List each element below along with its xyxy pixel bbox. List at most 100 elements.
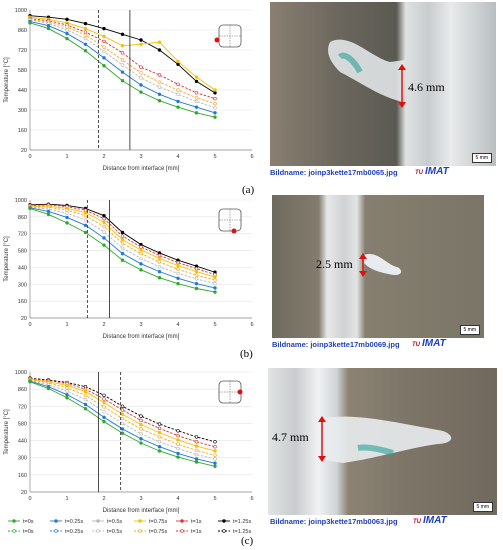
- data-point: [65, 28, 69, 32]
- x-tick-label: 1: [65, 496, 68, 502]
- data-point: [213, 275, 217, 279]
- data-point: [176, 446, 180, 451]
- data-point: [157, 99, 162, 103]
- legend-marker: [96, 529, 100, 533]
- micrograph-a: 4.6 mm 5 mm: [270, 2, 496, 166]
- data-point: [176, 82, 180, 86]
- data-point: [83, 26, 88, 31]
- y-axis-label: Temperature [°C]: [4, 236, 10, 282]
- chart-panel-a: 20 160 300 440 580 720 860 1000 0 1 2 3 4 5 6 Distance …: [0, 2, 262, 174]
- data-point: [46, 209, 51, 214]
- data-point: [120, 431, 125, 435]
- image-caption-a: Bildname: joinp3kette17mb0065.jpg: [270, 168, 398, 177]
- data-point: [83, 33, 88, 37]
- data-point: [102, 397, 106, 401]
- series-line: [29, 18, 216, 105]
- data-point: [176, 451, 180, 456]
- flash-shape-a: [328, 39, 405, 102]
- data-point: [213, 290, 217, 294]
- data-point: [83, 21, 88, 26]
- data-point: [102, 393, 106, 397]
- data-point: [139, 437, 143, 441]
- series-line: [29, 380, 216, 460]
- y-tick-label: 300: [18, 282, 27, 288]
- y-tick-label: 580: [18, 421, 27, 427]
- data-point: [139, 256, 143, 261]
- data-point: [65, 36, 69, 41]
- measurement-label-a: 4.6 mm: [408, 80, 445, 94]
- legend-label: t=0.5s: [107, 529, 122, 535]
- y-tick-label: 160: [18, 128, 27, 134]
- data-point: [194, 435, 199, 439]
- image-caption-b: Bildname: joinp3kette17mb0069.jpg: [272, 340, 400, 349]
- data-point: [213, 453, 217, 457]
- data-point: [46, 26, 51, 31]
- data-point: [157, 48, 162, 52]
- data-point: [120, 427, 125, 431]
- data-point: [139, 414, 143, 418]
- x-tick-label: 3: [139, 154, 142, 160]
- data-point: [102, 49, 106, 54]
- x-tick-label: 2: [102, 322, 105, 328]
- data-point: [194, 440, 199, 444]
- legend-marker: [54, 519, 58, 523]
- data-point: [213, 101, 217, 106]
- image-caption-c: Bildname: joinp3kette17mb0063.jpg: [270, 517, 398, 526]
- x-axis-label: Distance from interface [mm]: [103, 166, 180, 172]
- x-tick-label: 3: [139, 496, 142, 502]
- data-point: [83, 393, 88, 397]
- data-point: [102, 45, 106, 49]
- data-point: [83, 49, 88, 53]
- data-point: [139, 42, 143, 46]
- imat-logo-a: TU IMAT: [415, 166, 449, 177]
- y-tick-label: 1000: [15, 8, 27, 14]
- data-point: [102, 64, 106, 68]
- data-point: [213, 278, 217, 282]
- data-point: [213, 111, 217, 115]
- imat-logo-b: TU IMAT: [412, 338, 446, 349]
- x-tick-label: 1: [65, 154, 68, 160]
- data-point: [157, 265, 162, 269]
- measure-arrow-a: [398, 64, 406, 108]
- data-point: [83, 397, 88, 402]
- micrograph-c: 4.7 mm 5 mm: [268, 368, 497, 515]
- data-point: [102, 415, 106, 420]
- data-point: [176, 429, 180, 433]
- y-tick-label: 1000: [15, 198, 27, 204]
- data-point: [213, 96, 217, 101]
- data-point: [139, 422, 143, 427]
- legend-label: t=0s: [23, 529, 34, 535]
- legend-marker: [138, 519, 142, 523]
- data-point: [102, 419, 106, 424]
- data-point: [46, 24, 51, 28]
- data-point: [83, 407, 88, 411]
- data-point: [176, 442, 180, 446]
- data-point: [213, 91, 217, 95]
- y-tick-label: 20: [21, 490, 27, 496]
- legend-label: t=1s: [191, 519, 202, 525]
- data-point: [65, 389, 69, 393]
- x-tick-label: 4: [176, 496, 179, 502]
- data-point: [213, 281, 217, 286]
- y-axis-label: Temperature [°C]: [4, 409, 10, 455]
- y-tick-label: 300: [18, 108, 27, 114]
- data-point: [65, 211, 69, 215]
- x-tick-label: 5: [213, 496, 216, 502]
- data-point: [83, 36, 88, 41]
- data-point: [176, 276, 180, 280]
- y-tick-label: 720: [18, 48, 27, 54]
- data-point: [139, 65, 143, 69]
- data-point: [176, 99, 180, 104]
- temperature-chart-a: 20 160 300 440 580 720 860 1000 0 1 2 3 4 5 6 Distance …: [4, 8, 254, 172]
- data-point: [213, 461, 217, 465]
- x-tick-label: 0: [28, 154, 31, 160]
- section-marker-dot: [214, 37, 220, 43]
- data-point: [139, 418, 143, 423]
- y-tick-label: 580: [18, 249, 27, 255]
- legend-marker: [180, 529, 184, 533]
- data-point: [65, 386, 69, 390]
- measure-arrow-b: [359, 253, 367, 277]
- panel-label-b: (b): [240, 348, 253, 360]
- y-tick-label: 860: [18, 28, 27, 34]
- data-point: [120, 246, 125, 250]
